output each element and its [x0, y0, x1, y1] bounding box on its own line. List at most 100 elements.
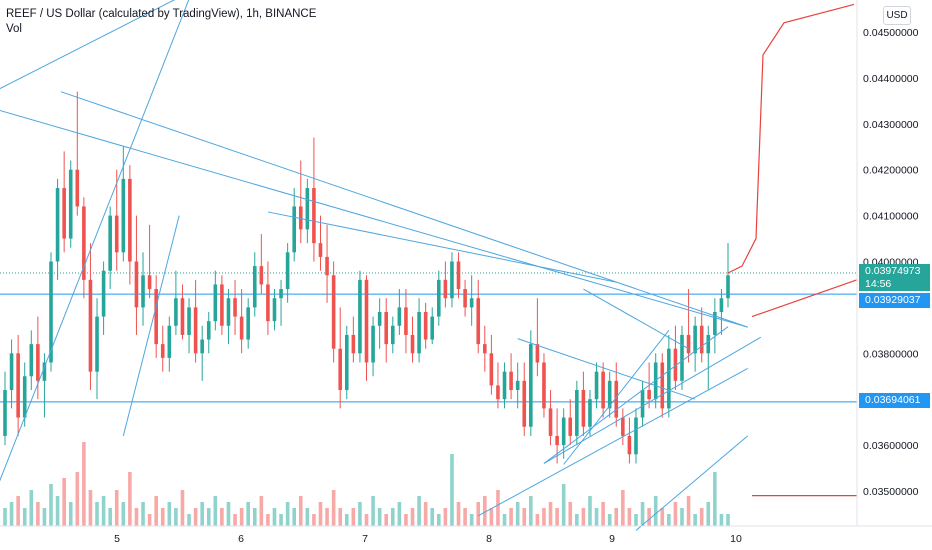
x-tick-label: 9 — [609, 533, 615, 545]
volume-bar — [338, 508, 343, 526]
candle-body — [259, 266, 264, 285]
volume-bar — [318, 502, 323, 526]
volume-bar — [463, 508, 467, 526]
candle-body — [450, 261, 454, 299]
candle-body — [594, 371, 599, 400]
volume-bar — [187, 514, 191, 526]
candle-body — [239, 316, 244, 340]
volume-bar — [621, 490, 625, 526]
currency-button[interactable]: USD — [883, 6, 911, 25]
candle-body — [614, 380, 619, 418]
volume-bar — [36, 502, 40, 526]
volume-bar — [469, 514, 474, 526]
volume-bar — [49, 484, 53, 526]
volume-bar — [483, 496, 487, 526]
candle-body — [548, 408, 553, 436]
candle-body — [627, 435, 632, 455]
candle-body — [390, 325, 395, 345]
symbol-legend: REEF / US Dollar (calculated by TradingV… — [6, 7, 316, 37]
candle-body — [509, 371, 513, 391]
volume-bars — [3, 442, 730, 526]
volume-bar — [305, 508, 310, 526]
trendline — [635, 435, 749, 531]
candle-body — [147, 275, 152, 290]
volume-bar — [594, 508, 599, 526]
candle-body — [640, 390, 645, 418]
volume-bar — [390, 508, 395, 526]
candle-body — [588, 399, 592, 427]
volume-bar — [101, 496, 106, 526]
candle-body — [160, 344, 165, 358]
candle-body — [529, 344, 533, 427]
time-axis[interactable]: 5 6 7 8 9 10 — [0, 525, 932, 545]
volume-bar — [193, 508, 198, 526]
candle-body — [660, 362, 665, 409]
candle-body — [667, 348, 671, 409]
volume-bar — [266, 514, 270, 526]
volume-bar — [614, 508, 619, 526]
volume-bar — [693, 514, 697, 526]
candle-body — [515, 380, 520, 391]
x-tick-label: 6 — [238, 533, 244, 545]
candle-body — [443, 279, 448, 299]
volume-bar — [252, 508, 257, 526]
volume-bar — [377, 508, 382, 526]
candle-body — [88, 279, 93, 372]
forecast-drawing[interactable] — [727, 3, 858, 497]
candle-body — [404, 307, 408, 335]
volume-bar — [561, 484, 566, 526]
volume-bar — [542, 508, 546, 526]
candle-body — [706, 334, 711, 354]
volume-bar — [325, 508, 329, 526]
volume-bar — [121, 502, 126, 526]
volume-bar — [535, 514, 540, 526]
candle-body — [496, 385, 500, 400]
volume-bar — [509, 508, 513, 526]
volume-bar — [647, 508, 651, 526]
volume-bar — [62, 478, 66, 526]
bar-countdown: 14:56 — [865, 278, 892, 290]
volume-label: Vol — [6, 23, 22, 35]
volume-bar — [417, 496, 421, 526]
volume-bar — [423, 502, 428, 526]
candle-body — [621, 417, 625, 436]
trendline — [60, 91, 748, 328]
candle-body — [542, 362, 546, 409]
volume-bar — [410, 508, 415, 526]
level-lower-tag: 0.03694061 — [859, 393, 930, 408]
volume-bar — [515, 502, 520, 526]
volume-bar — [634, 514, 638, 526]
volume-bar — [529, 496, 533, 526]
price-axis[interactable]: 0.04500000 0.04400000 0.04300000 0.04200000… — [856, 0, 919, 526]
trendline — [563, 330, 670, 465]
trendline-drawings[interactable] — [0, 0, 762, 531]
candle-body — [561, 417, 566, 446]
candle-body — [213, 284, 218, 322]
volume-bar — [496, 490, 500, 526]
volume-bar — [141, 502, 145, 526]
candle-body — [9, 353, 14, 391]
volume-bar — [568, 502, 573, 526]
candle-body — [252, 266, 257, 308]
candle-body — [128, 178, 132, 262]
volume-bar — [279, 514, 283, 526]
volume-bar — [95, 502, 99, 526]
candle-body — [344, 334, 349, 391]
candle-body — [318, 243, 323, 257]
volume-bar — [371, 496, 375, 526]
forecast-band-line — [751, 279, 858, 318]
volume-bar — [522, 508, 527, 526]
candle-body — [285, 252, 290, 290]
volume-bar — [699, 508, 704, 526]
candle-body — [575, 390, 579, 436]
candle-body — [384, 311, 389, 345]
volume-bar — [167, 502, 172, 526]
volume-bar — [68, 502, 73, 526]
volume-bar — [160, 508, 165, 526]
volume-bar — [239, 508, 244, 526]
candle-body — [410, 334, 415, 354]
volume-bar — [719, 514, 724, 526]
trendline — [122, 215, 180, 437]
volume-bar — [285, 502, 290, 526]
